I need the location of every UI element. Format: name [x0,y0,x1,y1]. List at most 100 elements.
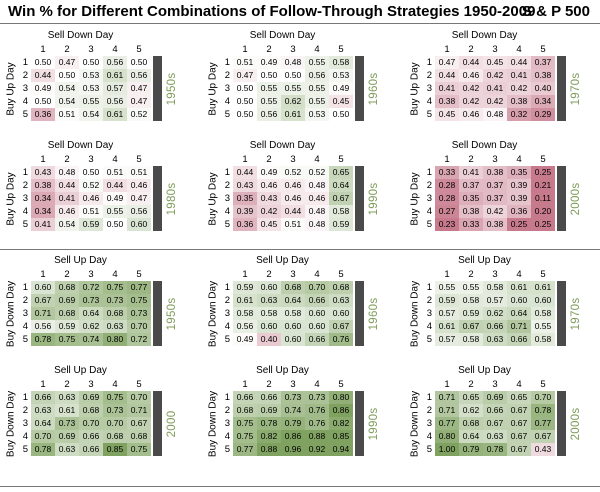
heatmap-cell: 0.55 [305,56,329,69]
heatmap-cell: 0.96 [281,443,305,456]
row-header: 2 [426,70,432,81]
heatmap-cell: 0.78 [531,404,555,417]
decade-bar [153,391,162,456]
heatmap-panel: Sell Up Day 1 2 3 4 5 Buy Down Day 1 2 3 4 5 0.55 0.5… [409,255,587,355]
heatmap-cell: 0.46 [281,179,305,192]
heatmap-cell: 0.51 [233,56,257,69]
column-headers: 1 2 3 4 5 [412,44,557,56]
heatmap-cell: 0.88 [257,443,281,456]
index-label: S & P 500 [521,3,590,20]
column-header: 2 [266,269,272,280]
heatmap-cell: 0.60 [305,307,329,320]
heatmap-cell: 0.61 [507,281,531,294]
heatmap-cell: 0.54 [55,95,79,108]
heatmap-cell: 0.72 [127,333,151,346]
heatmap-cell: 0.38 [483,166,507,179]
heatmap-cell: 0.42 [257,205,281,218]
side-axis-label: Buy Up Day [206,56,220,121]
column-headers: 1 2 3 4 5 [210,269,355,281]
heatmap-cell: 0.46 [459,108,483,121]
heatmap-cell: 0.44 [233,166,257,179]
heatmap-cell: 0.58 [459,333,483,346]
column-header: 2 [64,269,70,280]
column-headers: 1 2 3 4 5 [8,269,153,281]
heatmap-cell: 0.59 [329,218,353,231]
heatmap-cell: 0.76 [305,404,329,417]
column-header: 1 [40,269,46,280]
heatmap-cell: 0.60 [257,320,281,333]
top-axis-label: Sell Up Day [54,255,107,266]
column-header: 5 [136,379,142,390]
heatmap-cell: 0.55 [435,281,459,294]
heatmap-cell: 0.40 [531,82,555,95]
decade-label: 1970s [568,281,584,346]
side-axis-text: Buy Down Day [409,280,421,347]
decade-label: 1970s [568,56,584,121]
column-header: 4 [516,44,522,55]
row-header: 5 [426,109,432,120]
heatmap-cell: 0.50 [329,108,353,121]
column-header: 2 [266,379,272,390]
heatmap-cell: 0.75 [233,417,257,430]
heatmap-cell: 0.58 [483,281,507,294]
heatmap-cell: 0.61 [531,281,555,294]
heatmap-cell: 0.62 [79,320,103,333]
decade-text: 2000s [570,407,582,440]
column-header: 2 [266,154,272,165]
column-header: 4 [314,44,320,55]
heatmap-cell: 0.69 [483,391,507,404]
top-axis-label: Sell Down Day [249,140,316,151]
row-header: 1 [426,392,432,403]
row-header: 1 [224,282,230,293]
heatmap-cell: 0.50 [55,69,79,82]
column-header: 2 [468,269,474,280]
heatmap-cell: 0.70 [103,417,127,430]
heatmap-cell: 0.39 [507,192,531,205]
decade-text: 1980s [166,182,178,215]
column-headers: 1 2 3 4 5 [8,379,153,391]
decade-bar [153,281,162,346]
heatmap-cell: 0.37 [531,56,555,69]
column-header: 4 [112,269,118,280]
row-header: 5 [22,334,28,345]
heatmap-cell: 0.64 [281,294,305,307]
side-axis-text: Buy Down Day [207,390,219,457]
heatmap-cell: 0.35 [459,192,483,205]
heatmap-cell: 0.67 [329,320,353,333]
heatmap-cell: 0.41 [507,69,531,82]
heatmap-cell: 0.74 [79,333,103,346]
row-header: 5 [224,219,230,230]
heatmap-cell: 0.44 [31,69,55,82]
heatmap-cell: 0.48 [305,179,329,192]
heatmap-cell: 0.53 [305,108,329,121]
heatmap-cell: 0.92 [305,443,329,456]
heatmap-cell: 0.52 [281,166,305,179]
heatmap-cell: 0.23 [435,218,459,231]
top-axis-label: Sell Up Day [458,255,511,266]
heatmap-cell: 0.58 [281,307,305,320]
heatmap-cell: 0.47 [127,82,151,95]
heatmap-cell: 0.43 [257,192,281,205]
heatmap-cell: 0.60 [127,218,151,231]
heatmap-cell: 0.73 [281,391,305,404]
decade-text: 1960s [368,72,380,105]
column-header: 3 [290,44,296,55]
heatmap-cell: 0.33 [459,218,483,231]
chart-title: Win % for Different Combinations of Foll… [8,3,536,20]
side-axis-text: Buy Down Day [5,280,17,347]
heatmap-cell: 0.70 [31,430,55,443]
heatmap-panel: Sell Down Day 1 2 3 4 5 Buy Up Day 1 2 3 4 5 0.33 0.4… [410,140,587,240]
top-axis-label: Sell Down Day [451,140,518,151]
heatmap-cell: 0.59 [233,281,257,294]
bottom-divider [0,486,600,487]
decade-text: 1960s [368,297,380,330]
heatmap-cell: 0.77 [531,417,555,430]
heatmap-cell: 0.59 [459,307,483,320]
row-header: 4 [426,431,432,442]
column-header: 5 [338,154,344,165]
heatmap-cell: 0.25 [531,166,555,179]
row-header: 1 [22,57,28,68]
top-axis-label: Sell Down Day [47,140,114,151]
heatmap-cell: 0.67 [329,192,353,205]
heatmap-cell: 0.66 [305,294,329,307]
